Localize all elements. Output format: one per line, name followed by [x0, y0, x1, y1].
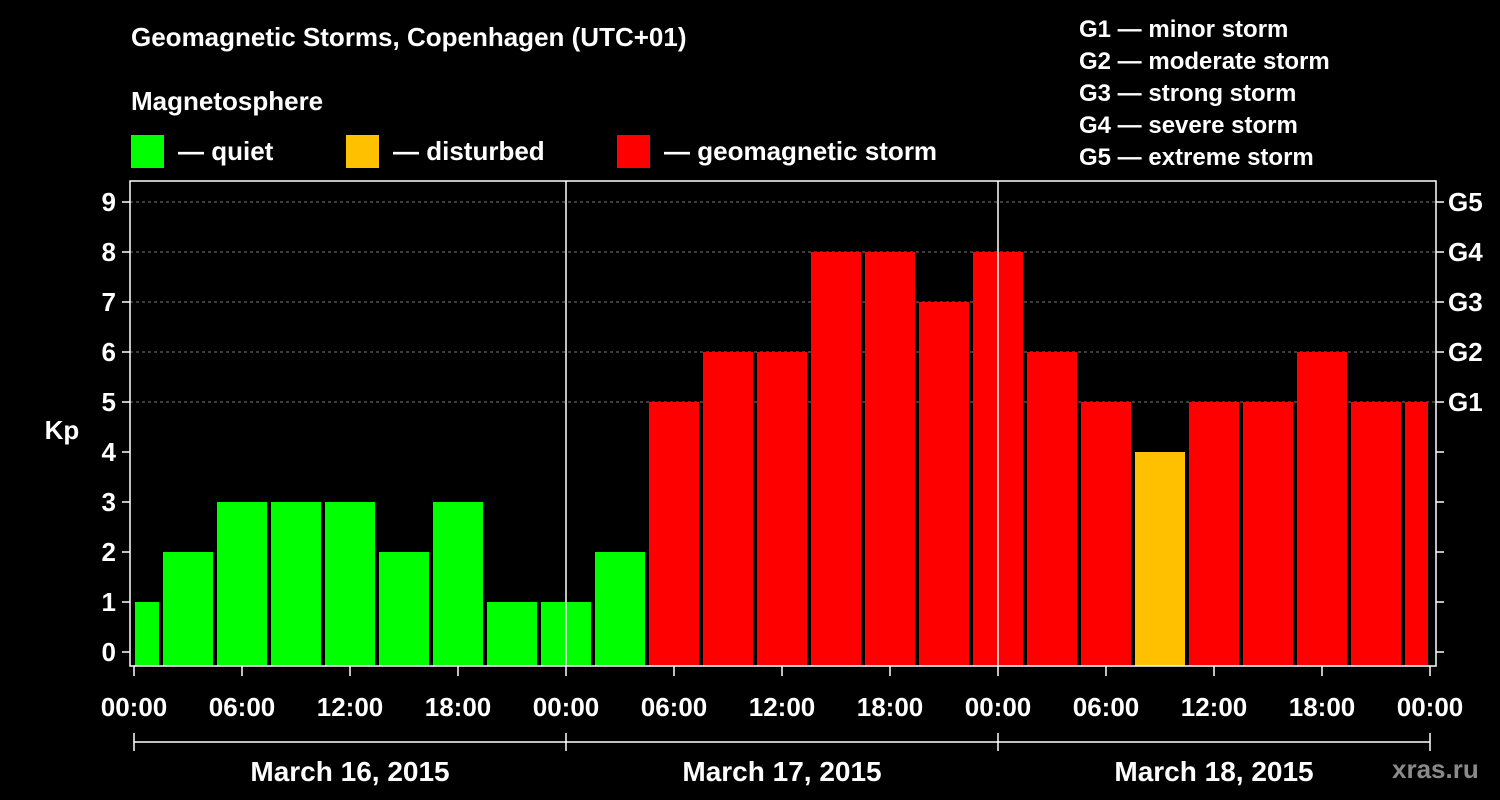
- kp-bar: [919, 302, 969, 666]
- x-tick-label: 18:00: [425, 692, 492, 722]
- kp-bar: [1243, 402, 1293, 666]
- g-axis-label: G5: [1448, 187, 1483, 217]
- legend-label-quiet: — quiet: [178, 135, 274, 166]
- kp-bar: [1027, 352, 1077, 666]
- y-tick-label: 3: [102, 487, 116, 517]
- legend-label-disturbed: — disturbed: [393, 135, 545, 166]
- plot-frame: [129, 180, 1437, 667]
- legend-item-storm: — geomagnetic storm: [617, 134, 937, 168]
- x-tick-label: 18:00: [1289, 692, 1356, 722]
- g-scale-item-g1: G1 — minor storm: [1079, 16, 1289, 43]
- y-tick-label: 5: [102, 387, 116, 417]
- y-tick-label: 6: [102, 337, 116, 367]
- legend-heading: Magnetosphere: [131, 86, 324, 116]
- x-tick-label: 12:00: [749, 692, 816, 722]
- kp-bar: [811, 252, 861, 666]
- g-scale-legend: G1 — minor storm G2 — moderate storm G3 …: [1079, 14, 1330, 174]
- legend-item-disturbed: — disturbed: [346, 134, 545, 168]
- kp-bar: [217, 502, 267, 666]
- kp-bar: [757, 352, 807, 666]
- kp-bar: [379, 552, 429, 666]
- y-tick-label: 2: [102, 537, 116, 567]
- g-scale-item-g3: G3 — strong storm: [1079, 80, 1297, 107]
- legend-swatch-disturbed: [346, 134, 379, 168]
- x-tick-label: 00:00: [1397, 692, 1464, 722]
- date-label: March 17, 2015: [682, 756, 881, 787]
- x-tick-label: 06:00: [209, 692, 276, 722]
- chart-title: Geomagnetic Storms, Copenhagen (UTC+01): [131, 22, 687, 52]
- y-axis-label: Kp: [45, 415, 80, 445]
- g-scale-item-g2: G2 — moderate storm: [1079, 48, 1330, 75]
- g-axis-label: G4: [1448, 237, 1483, 267]
- date-label: March 18, 2015: [1114, 756, 1313, 787]
- x-tick-label: 12:00: [1181, 692, 1248, 722]
- x-tick-label: 12:00: [317, 692, 384, 722]
- g-scale-item-g4: G4 — severe storm: [1079, 112, 1298, 139]
- kp-bar: [1297, 352, 1347, 666]
- y-tick-label: 1: [102, 587, 116, 617]
- kp-bar: [1405, 402, 1428, 666]
- kp-bar: [649, 402, 699, 666]
- y-tick-label: 0: [102, 637, 116, 667]
- x-tick-label: 06:00: [1073, 692, 1140, 722]
- date-label: March 16, 2015: [250, 756, 449, 787]
- legend-item-quiet: — quiet: [131, 134, 273, 168]
- legend-swatch-quiet: [131, 134, 164, 168]
- y-tick-label: 8: [102, 237, 116, 267]
- g-scale-item-g5: G5 — extreme storm: [1079, 144, 1314, 171]
- x-tick-label: 00:00: [101, 692, 168, 722]
- kp-bar: [703, 352, 753, 666]
- kp-bar: [325, 502, 375, 666]
- g-axis-label: G3: [1448, 287, 1483, 317]
- kp-bar: [1351, 402, 1401, 666]
- g-axis-label: G2: [1448, 337, 1483, 367]
- x-tick-label: 00:00: [533, 692, 600, 722]
- x-tick-label: 18:00: [857, 692, 924, 722]
- kp-bar: [865, 252, 915, 666]
- x-tick-label: 00:00: [965, 692, 1032, 722]
- kp-bar: [487, 602, 537, 666]
- g-axis-label: G1: [1448, 387, 1483, 417]
- y-tick-label: 9: [102, 187, 116, 217]
- kp-bar: [433, 502, 483, 666]
- kp-bar: [163, 552, 213, 666]
- y-tick-label: 4: [102, 437, 117, 467]
- x-tick-label: 06:00: [641, 692, 708, 722]
- legend-label-storm: — geomagnetic storm: [664, 135, 938, 166]
- kp-bar: [271, 502, 321, 666]
- kp-bar: [135, 602, 159, 666]
- legend-swatch-storm: [617, 134, 650, 168]
- watermark: xras.ru: [1392, 754, 1479, 784]
- kp-bar: [1189, 402, 1239, 666]
- kp-bar: [1081, 402, 1131, 666]
- y-tick-label: 7: [102, 287, 116, 317]
- kp-bar: [1135, 452, 1185, 666]
- kp-bar: [595, 552, 645, 666]
